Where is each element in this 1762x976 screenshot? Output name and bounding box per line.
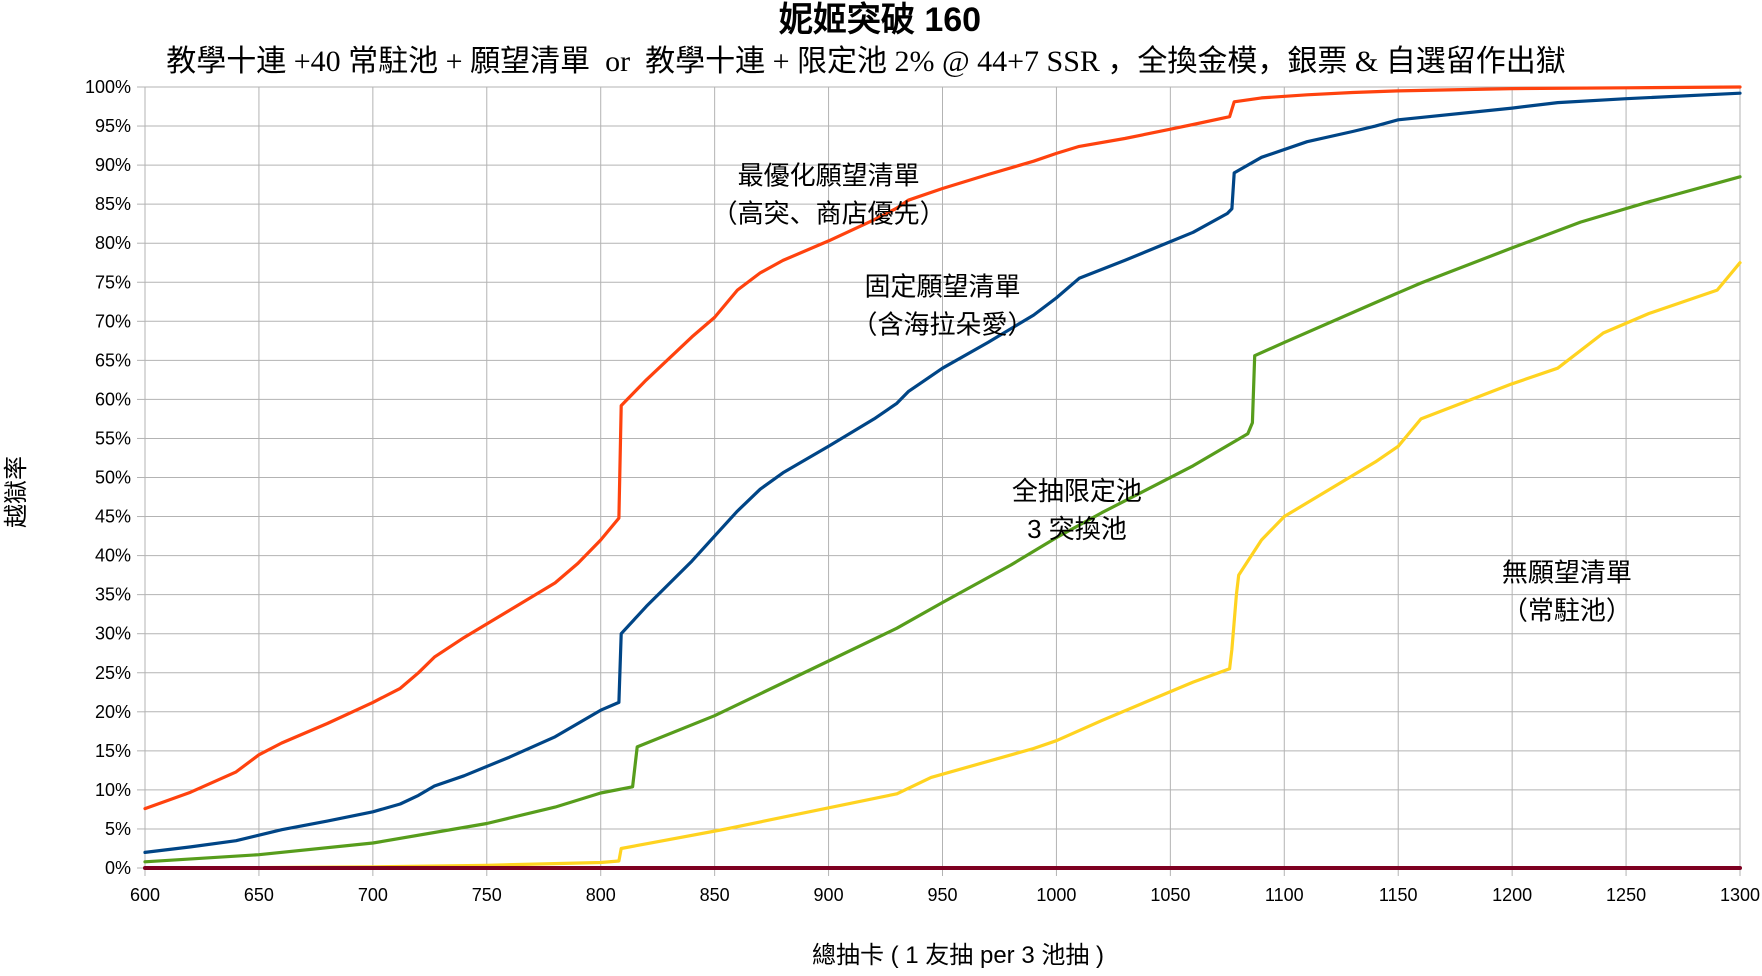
annotation-label: 固定願望清單 bbox=[864, 272, 1020, 302]
annotation-label: 無願望清單 bbox=[1502, 557, 1632, 587]
y-tick-label: 90% bbox=[95, 155, 131, 175]
x-tick-label: 650 bbox=[244, 885, 274, 905]
x-tick-label: 1000 bbox=[1036, 885, 1076, 905]
x-tick-label: 1100 bbox=[1265, 885, 1304, 905]
x-tick-label: 1050 bbox=[1150, 885, 1190, 905]
annotation-label: 最優化願望清單 bbox=[738, 161, 920, 191]
y-tick-label: 10% bbox=[95, 780, 131, 800]
series-line-4 bbox=[143, 261, 1742, 870]
x-axis-label: 總抽卡 ( 1 友抽 per 3 池抽 ) bbox=[812, 942, 1104, 969]
grid bbox=[144, 86, 1741, 869]
chart-title: 妮姬突破 160 bbox=[779, 1, 981, 39]
annotation-label: 3 突換池 bbox=[1027, 514, 1127, 544]
x-tick-label: 800 bbox=[586, 885, 616, 905]
series-line-3 bbox=[143, 175, 1742, 864]
annotation-label: （含海拉朵愛） bbox=[851, 310, 1033, 340]
annotation-label: 全抽限定池 bbox=[1012, 476, 1142, 506]
y-tick-label: 35% bbox=[95, 585, 131, 605]
y-tick-label: 75% bbox=[95, 272, 131, 292]
y-tick-label: 25% bbox=[95, 663, 131, 683]
y-tick-label: 30% bbox=[95, 624, 131, 644]
y-tick-label: 5% bbox=[105, 819, 131, 839]
y-tick-label: 95% bbox=[95, 116, 131, 136]
x-tick-label: 1150 bbox=[1379, 885, 1418, 905]
y-axis-ticks: 0% 5% 10% 15% 20% 25% 30% 35% 40% 45% 50% 55% 60% 65%… bbox=[85, 77, 145, 878]
y-tick-label: 80% bbox=[95, 233, 131, 253]
chart-subtitle: 教學十連 +40 常駐池 + 願望清單 or 教學十連 + 限定池 2% @ 4… bbox=[166, 45, 1566, 78]
x-tick-label: 750 bbox=[472, 885, 502, 905]
annotations: 最優化願望清單 （高突、商店優先） 固定願望清單 （含海拉朵愛） 全抽限定池 3 突換池無… bbox=[712, 161, 1632, 626]
x-tick-label: 700 bbox=[358, 885, 388, 905]
y-tick-label: 55% bbox=[95, 428, 131, 448]
annotation-label: （常駐池） bbox=[1502, 595, 1632, 625]
y-tick-label: 70% bbox=[95, 311, 131, 331]
y-tick-label: 20% bbox=[95, 702, 131, 722]
y-tick-label: 65% bbox=[95, 350, 131, 370]
annotation-label: （高突、商店優先） bbox=[712, 199, 946, 229]
y-tick-label: 45% bbox=[95, 507, 131, 527]
y-axis-label: 越獄率 bbox=[3, 456, 30, 528]
y-tick-label: 15% bbox=[95, 741, 131, 761]
x-tick-label: 1200 bbox=[1492, 885, 1532, 905]
x-tick-label: 850 bbox=[700, 885, 730, 905]
x-tick-label: 950 bbox=[927, 885, 957, 905]
x-tick-label: 900 bbox=[814, 885, 844, 905]
series-lines bbox=[143, 85, 1742, 870]
y-tick-label: 0% bbox=[105, 858, 131, 878]
series-line-2 bbox=[143, 91, 1742, 855]
series-line-1 bbox=[143, 85, 1742, 811]
x-tick-label: 1300 bbox=[1720, 885, 1760, 905]
x-tick-label: 1250 bbox=[1606, 885, 1646, 905]
y-tick-label: 50% bbox=[95, 468, 131, 488]
y-tick-label: 85% bbox=[95, 194, 131, 214]
x-tick-label: 600 bbox=[130, 885, 160, 905]
y-tick-label: 100% bbox=[85, 77, 131, 97]
y-tick-label: 40% bbox=[95, 546, 131, 566]
x-axis-ticks: 600 650 700 750 800 850 900 950 1000 1050 1100 1150… bbox=[130, 868, 1760, 905]
y-tick-label: 60% bbox=[95, 389, 131, 409]
